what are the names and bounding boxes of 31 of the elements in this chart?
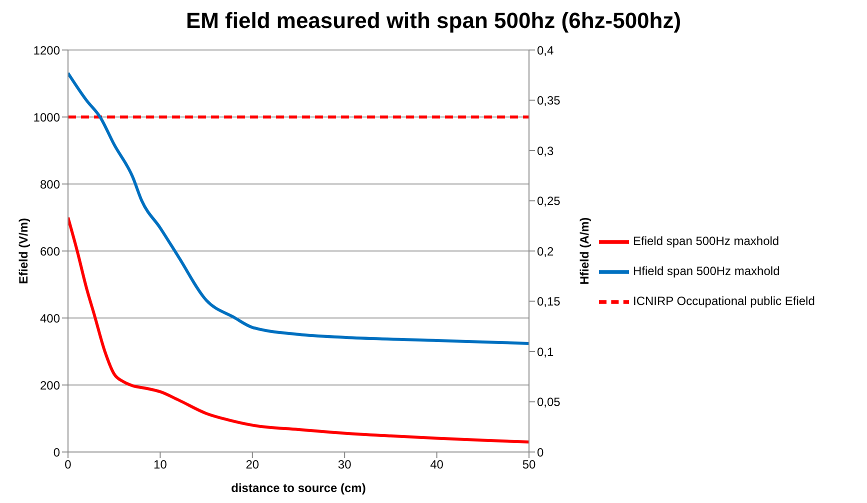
y2-tick-label: 0,2: [537, 244, 554, 258]
y-tick-label: 1000: [33, 110, 60, 124]
y-tick-label: 400: [40, 311, 60, 326]
y-tick-label: 0: [53, 445, 60, 460]
x-tick-label: 50: [522, 458, 536, 472]
y-axis-title: Efield (V/m): [16, 218, 30, 284]
y2-tick-label: 0,05: [537, 395, 561, 410]
y-tick-label: 600: [40, 244, 60, 258]
x-tick-label: 40: [430, 458, 444, 472]
x-tick-label: 10: [154, 458, 168, 472]
line-series: [68, 72, 529, 345]
chart-title: EM field measured with span 500hz (6hz-500hz): [184, 8, 682, 35]
y2-tick-label: 0,15: [537, 294, 561, 309]
x-tick-label: 0: [64, 458, 72, 472]
x-tick-label: 20: [246, 458, 260, 472]
y2-tick-label: 0,35: [537, 94, 561, 108]
y-tick-label: 200: [40, 378, 60, 392]
y2-tick-label: 0,4: [537, 43, 554, 58]
y2-tick-label: 0,1: [537, 344, 554, 359]
y-tick-label: 800: [40, 177, 60, 192]
line-series: [68, 216, 529, 444]
y-tick-label: 1200: [33, 43, 60, 58]
x-axis-title: distance to source (cm): [231, 481, 366, 495]
y2-tick-label: 0: [537, 445, 544, 460]
y2-tick-label: 0,3: [537, 144, 554, 158]
y2-tick-label: 0,25: [537, 194, 561, 208]
legend-label: ICNIRP Occupational public Efield: [633, 294, 815, 308]
y2-axis-title: Hfield (A/m): [577, 217, 592, 285]
legend-label: Efield span 500Hz maxhold: [633, 234, 780, 248]
legend-label: Hfield span 500Hz maxhold: [633, 264, 780, 278]
x-tick-label: 30: [338, 458, 352, 472]
